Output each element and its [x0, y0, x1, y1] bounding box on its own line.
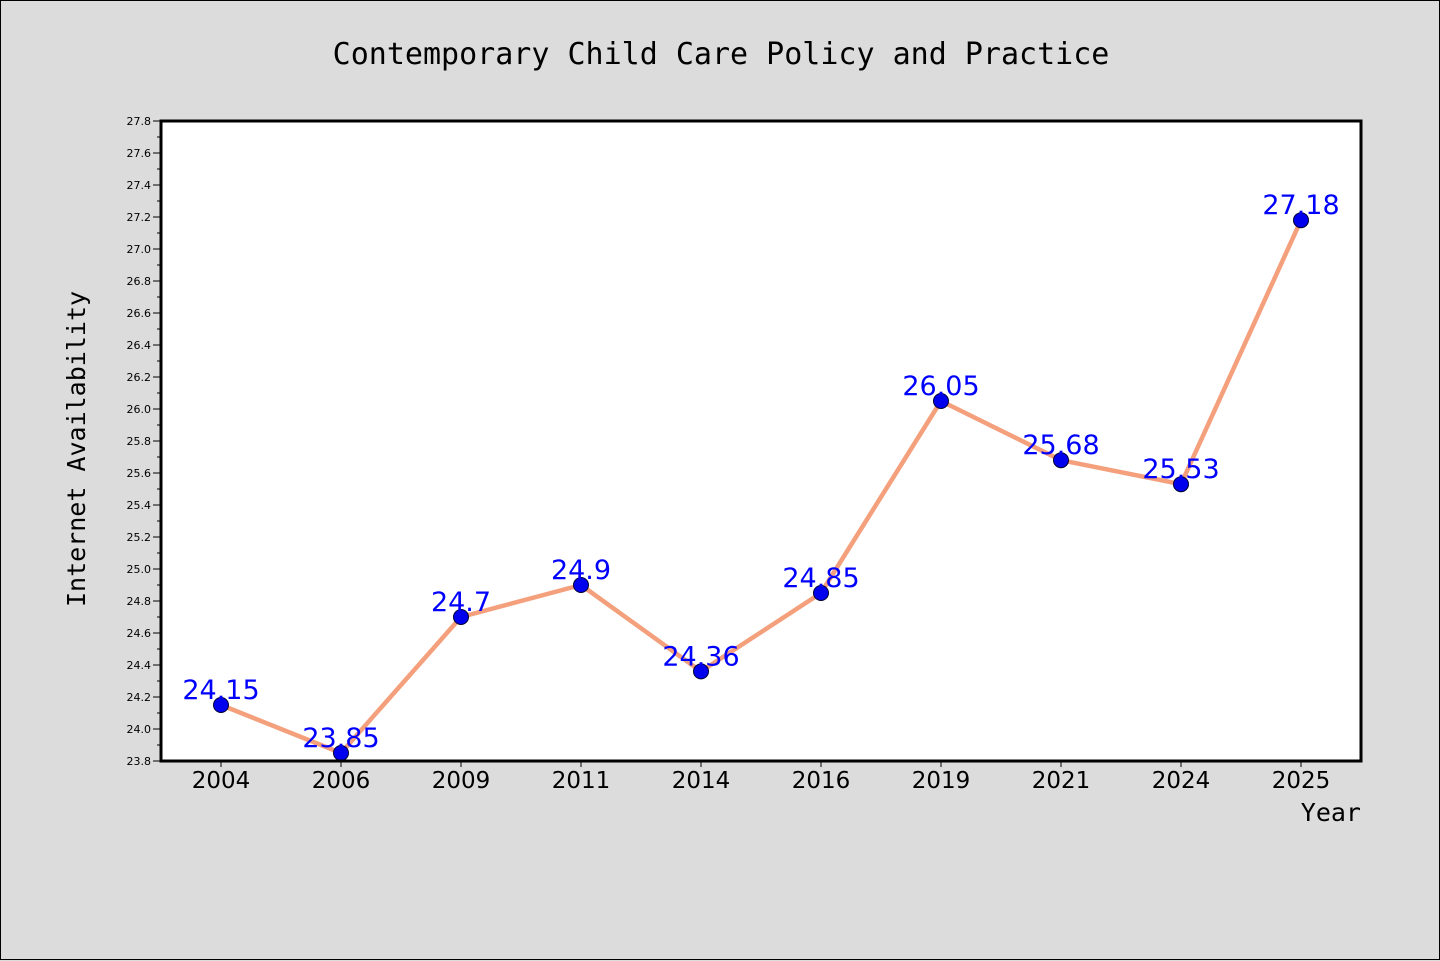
y-tick-label: 27.2 [127, 211, 152, 224]
data-point [1293, 212, 1309, 229]
y-tick-label: 24.2 [127, 691, 152, 704]
y-tick-label: 24.4 [127, 659, 152, 672]
data-label: 24.85 [782, 563, 859, 594]
y-tick-label: 26.8 [127, 275, 152, 288]
x-tick-label: 2016 [792, 768, 851, 794]
y-axis-label: Internet Availability [62, 291, 91, 607]
y-tick-label: 25.6 [127, 467, 152, 480]
y-axis: 23.8 24.0 24.2 24.4 24.6 24.8 25.0 25.2 25.4 25.6… [127, 115, 161, 768]
data-label: 27.18 [1262, 190, 1339, 221]
y-tick-label: 24.6 [127, 627, 152, 640]
y-tick-label: 25.0 [127, 563, 152, 576]
data-label-layer: 24.15 23.85 24.7 24.9 24.36 24.85 26.05 25.68 25… [182, 190, 1339, 754]
y-tick-label: 26.2 [127, 371, 152, 384]
y-tick-label: 27.4 [127, 179, 152, 192]
y-tick-label: 27.8 [127, 115, 152, 128]
x-tick-label: 2006 [312, 768, 371, 794]
series-layer [213, 212, 1309, 761]
data-label: 24.7 [431, 587, 491, 618]
data-label: 25.53 [1142, 454, 1219, 485]
data-point [213, 697, 229, 713]
y-tick-label: 26.6 [127, 307, 152, 320]
y-tick-label: 25.8 [127, 435, 152, 448]
y-tick-label: 23.8 [127, 755, 152, 768]
data-point [1053, 452, 1069, 469]
plot-border [159, 119, 1363, 763]
x-tick-label: 2014 [672, 768, 731, 794]
data-label: 24.36 [662, 641, 739, 672]
data-label: 23.85 [302, 723, 379, 754]
plot-area [161, 121, 1361, 761]
y-tick-label: 26.0 [127, 403, 152, 416]
data-point [933, 393, 949, 409]
data-point [453, 609, 469, 625]
data-label: 24.9 [551, 555, 611, 586]
data-label: 24.15 [182, 675, 259, 706]
x-tick-label: 2011 [552, 768, 611, 794]
x-axis: 2004 2006 2009 2011 2014 2016 2019 2021 2024 2025 [192, 761, 1331, 794]
data-label: 26.05 [902, 371, 979, 402]
data-point [1173, 476, 1189, 493]
data-point [693, 663, 709, 680]
x-tick-label: 2021 [1032, 768, 1091, 794]
x-axis-label: Year [1301, 798, 1361, 827]
y-tick-label: 26.4 [127, 339, 152, 352]
x-tick-label: 2019 [912, 768, 971, 794]
x-tick-label: 2009 [432, 768, 491, 794]
y-tick-label: 25.4 [127, 499, 152, 512]
x-tick-label: 2024 [1152, 768, 1211, 794]
x-tick-label: 2004 [192, 768, 251, 794]
y-tick-label: 24.8 [127, 595, 152, 608]
y-tick-label: 25.2 [127, 531, 152, 544]
data-point [813, 585, 829, 601]
y-tick-label: 24.0 [127, 723, 152, 736]
y-tick-label: 27.6 [127, 147, 152, 160]
data-point [573, 577, 589, 593]
chart-title: Contemporary Child Care Policy and Pract… [333, 37, 1110, 72]
series-line [218, 217, 1304, 756]
x-tick-label: 2025 [1272, 768, 1331, 794]
data-label: 25.68 [1022, 430, 1099, 461]
y-tick-label: 27.0 [127, 243, 152, 256]
